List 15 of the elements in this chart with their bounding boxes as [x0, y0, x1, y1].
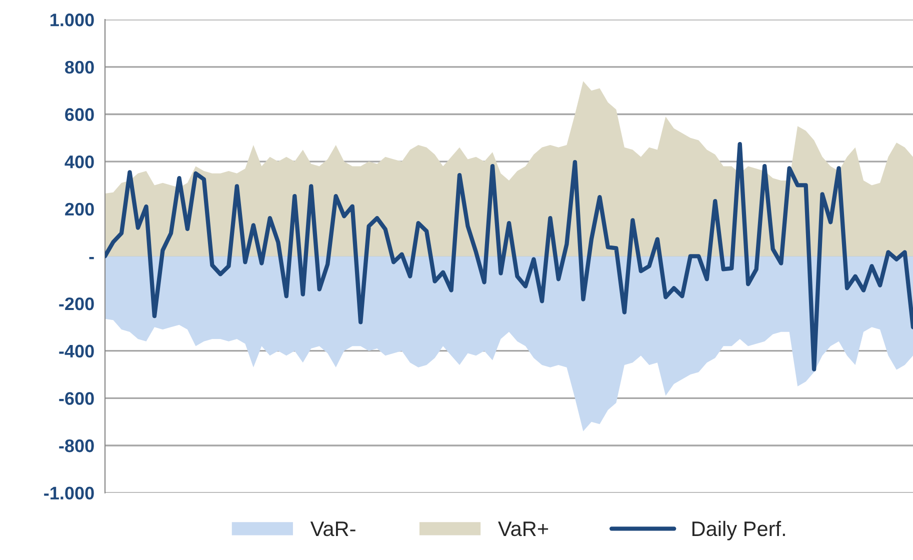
legend-label: Daily Perf.	[692, 520, 785, 540]
y-tick-label: 400	[64, 155, 94, 168]
y-tick-label: 600	[65, 108, 94, 121]
y-tick-label: 1.000	[50, 14, 94, 26]
legend-label: VaR+	[498, 522, 548, 536]
legend-label: VaR-	[310, 522, 356, 536]
y-tick-label: -400	[59, 344, 94, 358]
y-tick-label: 800	[65, 60, 94, 74]
line-series	[104, 142, 913, 372]
y-tick-label: -800	[59, 439, 94, 452]
y-tick-label: -1.000	[44, 486, 94, 500]
y-tick-label: -200	[59, 297, 94, 310]
y-tick-label: 200	[65, 202, 94, 216]
y-tick-label: -600	[59, 392, 94, 405]
y-tick-label: -	[89, 256, 94, 260]
